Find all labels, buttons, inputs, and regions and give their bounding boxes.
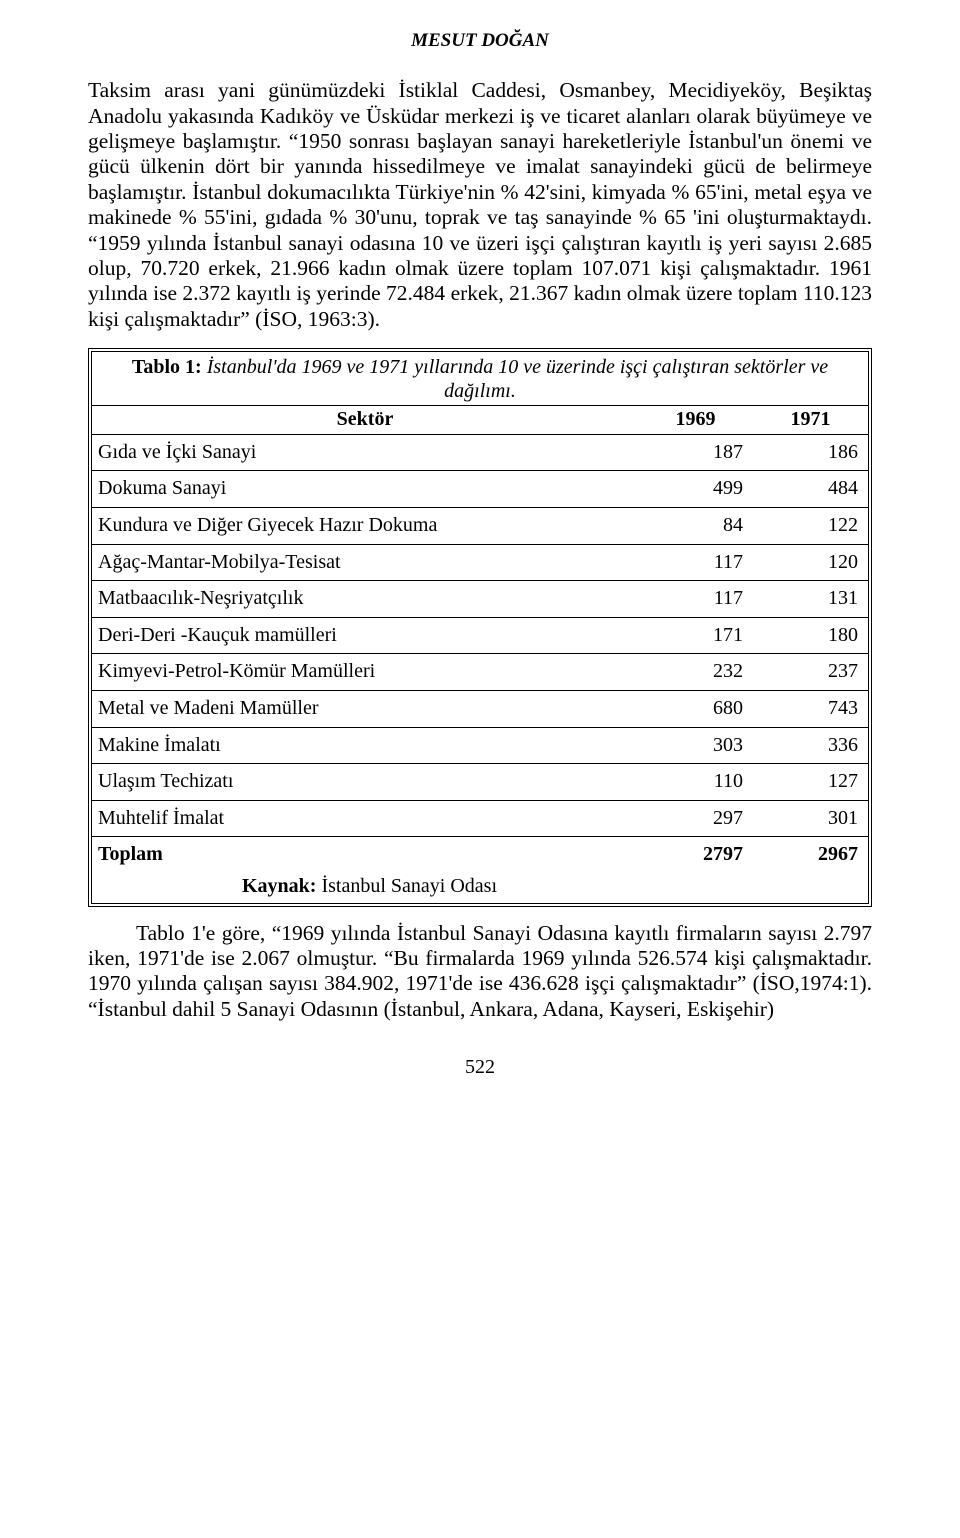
cell-1969: 117 xyxy=(638,581,753,618)
cell-1971: 484 xyxy=(753,471,868,508)
table-row: Makine İmalatı303336 xyxy=(92,727,868,764)
body-paragraph-2: Tablo 1'e göre, “1969 yılında İstanbul S… xyxy=(88,921,872,1022)
cell-1971: 127 xyxy=(753,764,868,801)
page-header-author: MESUT DOĞAN xyxy=(88,30,872,52)
cell-1971: 336 xyxy=(753,727,868,764)
cell-sector: Metal ve Madeni Mamüller xyxy=(92,690,638,727)
cell-sector: Matbaacılık-Neşriyatçılık xyxy=(92,581,638,618)
table-source-text: İstanbul Sanayi Odası xyxy=(316,875,497,897)
table-1: Tablo 1: İstanbul'da 1969 ve 1971 yıllar… xyxy=(92,352,868,903)
table-caption-text: İstanbul'da 1969 ve 1971 yıllarında 10 v… xyxy=(202,356,828,402)
cell-1969: 110 xyxy=(638,764,753,801)
table-caption-lead: Tablo 1: xyxy=(132,356,202,378)
cell-sector: Deri-Deri -Kauçuk mamülleri xyxy=(92,617,638,654)
cell-sector: Kundura ve Diğer Giyecek Hazır Dokuma xyxy=(92,507,638,544)
col-1969: 1969 xyxy=(638,406,753,435)
cell-1971: 237 xyxy=(753,654,868,691)
cell-sector: Ağaç-Mantar-Mobilya-Tesisat xyxy=(92,544,638,581)
table-caption-row: Tablo 1: İstanbul'da 1969 ve 1971 yıllar… xyxy=(92,352,868,406)
cell-1969: 297 xyxy=(638,800,753,837)
cell-sector-total: Toplam xyxy=(92,837,638,873)
table-row: Deri-Deri -Kauçuk mamülleri171180 xyxy=(92,617,868,654)
cell-1971: 743 xyxy=(753,690,868,727)
body-paragraph-1: Taksim arası yani günümüzdeki İstiklal C… xyxy=(88,78,872,332)
cell-1969: 680 xyxy=(638,690,753,727)
cell-sector: Dokuma Sanayi xyxy=(92,471,638,508)
cell-1969: 117 xyxy=(638,544,753,581)
cell-1971-total: 2967 xyxy=(753,837,868,873)
cell-sector: Ulaşım Techizatı xyxy=(92,764,638,801)
cell-1971: 301 xyxy=(753,800,868,837)
table-row: Gıda ve İçki Sanayi187186 xyxy=(92,434,868,471)
cell-1969: 84 xyxy=(638,507,753,544)
page-number: 522 xyxy=(88,1056,872,1080)
table-row: Ulaşım Techizatı110127 xyxy=(92,764,868,801)
cell-1971: 122 xyxy=(753,507,868,544)
table-body: Gıda ve İçki Sanayi187186Dokuma Sanayi49… xyxy=(92,434,868,873)
table-row: Dokuma Sanayi499484 xyxy=(92,471,868,508)
cell-sector: Muhtelif İmalat xyxy=(92,800,638,837)
table-source-lead: Kaynak: xyxy=(242,875,316,897)
table-row-total: Toplam27972967 xyxy=(92,837,868,873)
cell-1969: 232 xyxy=(638,654,753,691)
cell-1969-total: 2797 xyxy=(638,837,753,873)
cell-1969: 187 xyxy=(638,434,753,471)
table-caption: Tablo 1: İstanbul'da 1969 ve 1971 yıllar… xyxy=(92,352,868,406)
table-row: Kimyevi-Petrol-Kömür Mamülleri232237 xyxy=(92,654,868,691)
cell-1969: 171 xyxy=(638,617,753,654)
table-source-row: Kaynak: İstanbul Sanayi Odası xyxy=(92,873,868,903)
cell-1971: 186 xyxy=(753,434,868,471)
cell-1969: 303 xyxy=(638,727,753,764)
cell-sector: Makine İmalatı xyxy=(92,727,638,764)
cell-1971: 120 xyxy=(753,544,868,581)
col-sector: Sektör xyxy=(92,406,638,435)
cell-sector: Gıda ve İçki Sanayi xyxy=(92,434,638,471)
cell-1971: 180 xyxy=(753,617,868,654)
cell-1971: 131 xyxy=(753,581,868,618)
table-row: Ağaç-Mantar-Mobilya-Tesisat117120 xyxy=(92,544,868,581)
table-source: Kaynak: İstanbul Sanayi Odası xyxy=(92,873,868,903)
cell-sector: Kimyevi-Petrol-Kömür Mamülleri xyxy=(92,654,638,691)
table-header-row: Sektör 1969 1971 xyxy=(92,406,868,435)
table-row: Metal ve Madeni Mamüller680743 xyxy=(92,690,868,727)
col-1971: 1971 xyxy=(753,406,868,435)
table-row: Kundura ve Diğer Giyecek Hazır Dokuma841… xyxy=(92,507,868,544)
cell-1969: 499 xyxy=(638,471,753,508)
table-1-container: Tablo 1: İstanbul'da 1969 ve 1971 yıllar… xyxy=(88,348,872,907)
table-row: Matbaacılık-Neşriyatçılık117131 xyxy=(92,581,868,618)
table-row: Muhtelif İmalat297301 xyxy=(92,800,868,837)
